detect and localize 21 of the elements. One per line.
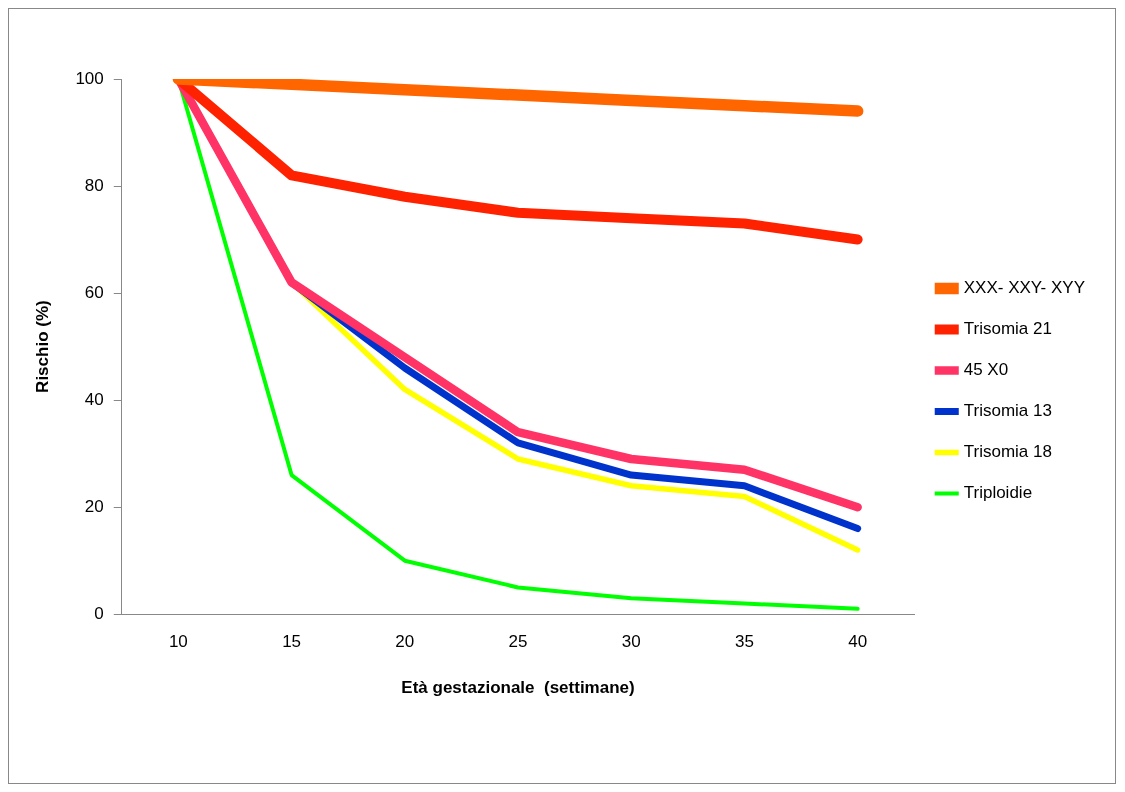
- y-tick-label: 40: [84, 389, 104, 409]
- y-tick-label: 20: [84, 496, 104, 516]
- x-tick-label: 15: [282, 632, 302, 652]
- legend-label: Trisomia 18: [963, 442, 1052, 462]
- x-tick-label: 30: [621, 632, 641, 652]
- y-axis-title: Rischio (%): [32, 300, 52, 393]
- y-tick-label: 100: [75, 68, 104, 88]
- y-tick-label: 60: [84, 282, 104, 302]
- x-axis-title: Età gestazionale (settimane): [401, 678, 635, 698]
- x-tick-label: 20: [395, 632, 415, 652]
- legend-label: Trisomia 21: [963, 319, 1052, 339]
- y-tick-label: 0: [94, 603, 104, 623]
- x-tick-label: 10: [168, 632, 188, 652]
- legend-label: 45 X0: [963, 360, 1009, 380]
- legend-label: Trisomia 13: [963, 401, 1052, 421]
- y-tick-label: 80: [84, 175, 104, 195]
- x-tick-label: 35: [734, 632, 754, 652]
- x-tick-label: 25: [508, 632, 528, 652]
- legend-label: Triploidie: [963, 483, 1033, 503]
- legend-label: XXX- XXY- XYY: [963, 278, 1086, 298]
- x-tick-label: 40: [848, 632, 868, 652]
